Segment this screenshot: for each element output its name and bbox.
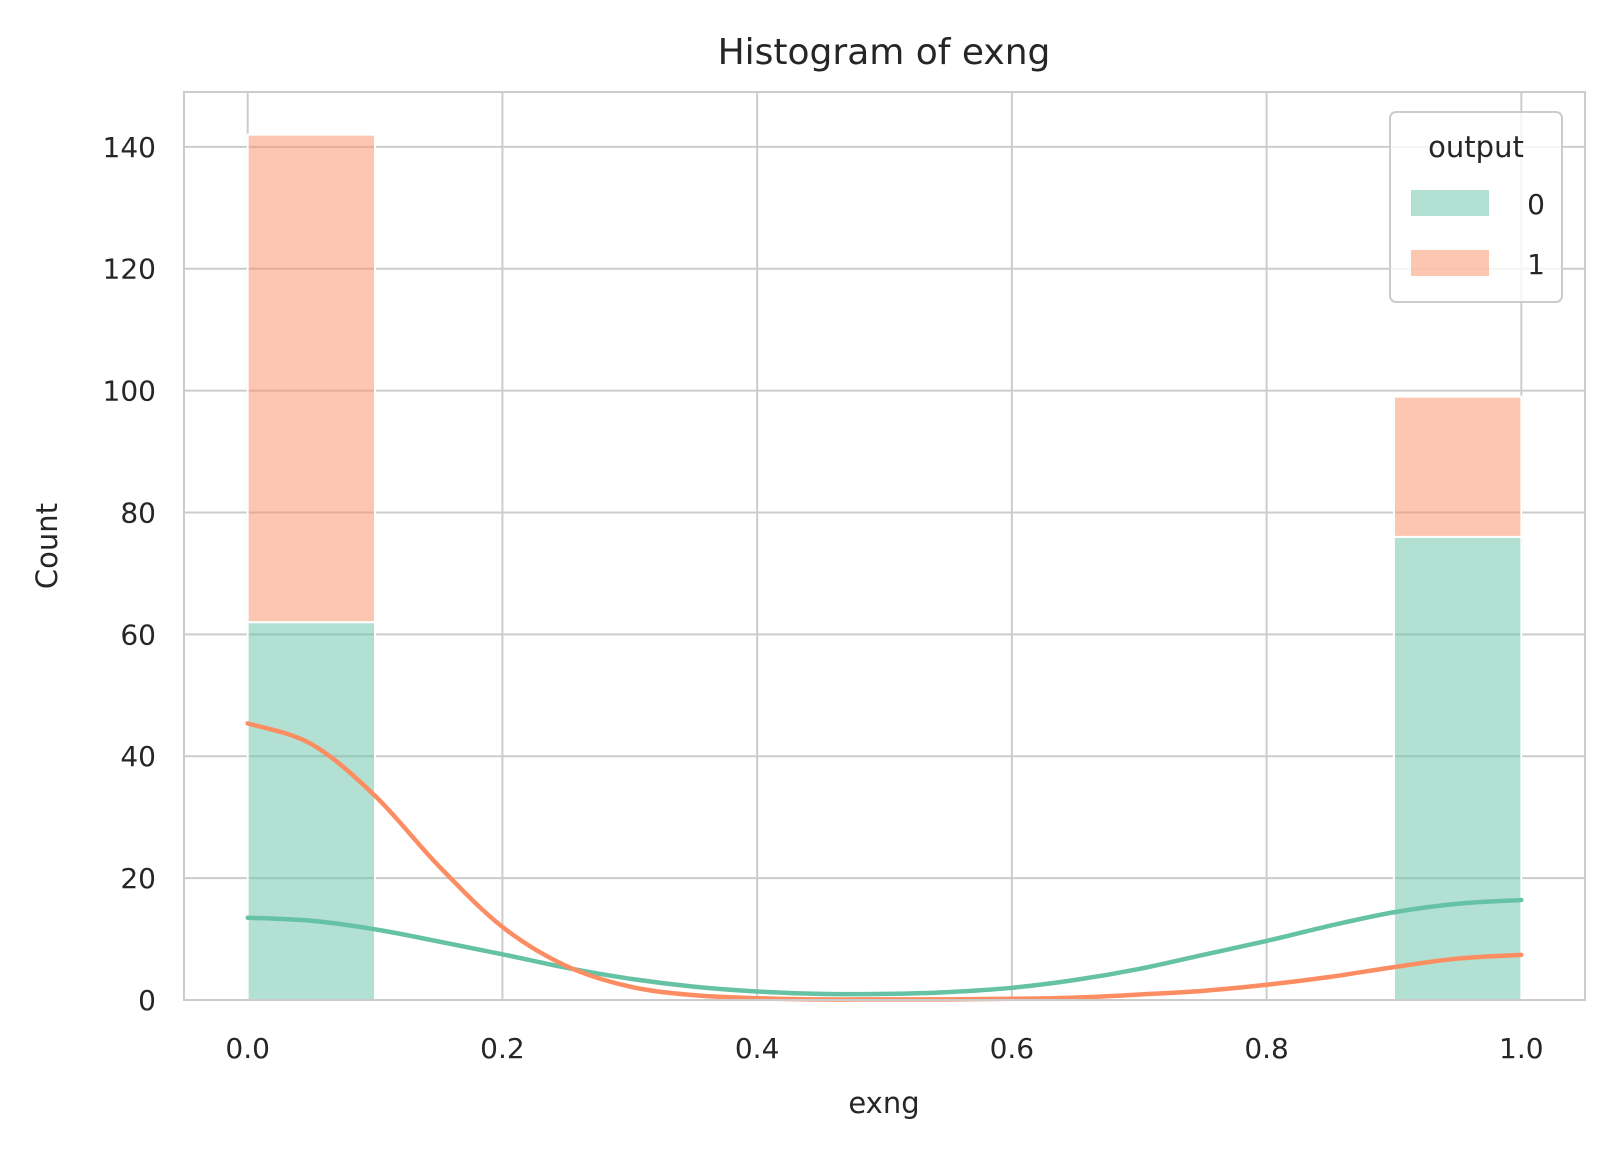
kde-curve-output-0 (245, 897, 1524, 997)
y-tick-label: 20 (120, 862, 156, 895)
x-axis-label: exng (848, 1086, 919, 1120)
legend-label: 0 (1527, 188, 1545, 221)
y-tick-labels: 0 20 40 60 80 100 120 140 (103, 131, 156, 1017)
y-tick-label: 140 (103, 131, 156, 164)
histogram-bar-output-1 (246, 133, 377, 624)
x-tick-label: 0.0 (225, 1032, 270, 1065)
plot-frame (183, 91, 1586, 1001)
kde-curve-output-1 (245, 721, 1524, 1002)
kde-curves (245, 721, 1524, 1002)
legend-entries: 01 (1411, 188, 1545, 281)
y-tick-label: 100 (103, 375, 156, 408)
grid-lines (184, 92, 1585, 1001)
chart-title: Histogram of exng (718, 32, 1051, 73)
histogram-bar-output-0 (246, 621, 377, 1001)
histogram-bar-output-0 (1392, 535, 1523, 1001)
x-tick-label: 0.2 (480, 1032, 525, 1065)
x-tick-label: 1.0 (1499, 1032, 1544, 1065)
y-tick-label: 40 (120, 740, 156, 773)
y-tick-label: 0 (138, 984, 156, 1017)
y-tick-label: 60 (120, 618, 156, 651)
legend-label: 1 (1527, 248, 1545, 281)
x-tick-label: 0.6 (990, 1032, 1035, 1065)
histogram-bar-output-1 (1392, 395, 1523, 538)
y-tick-label: 80 (120, 496, 156, 529)
legend-swatch-output-0 (1411, 190, 1489, 216)
x-tick-labels: 0.0 0.2 0.4 0.6 0.8 1.0 (225, 1032, 1543, 1065)
legend-title: output (1428, 130, 1524, 164)
y-axis-label: Count (30, 503, 64, 589)
legend: output 01 (1389, 111, 1563, 303)
legend-swatch-output-1 (1411, 250, 1489, 276)
x-tick-label: 0.8 (1244, 1032, 1289, 1065)
x-tick-label: 0.4 (735, 1032, 780, 1065)
y-tick-label: 120 (103, 253, 156, 286)
histogram-bars (246, 133, 1523, 1001)
